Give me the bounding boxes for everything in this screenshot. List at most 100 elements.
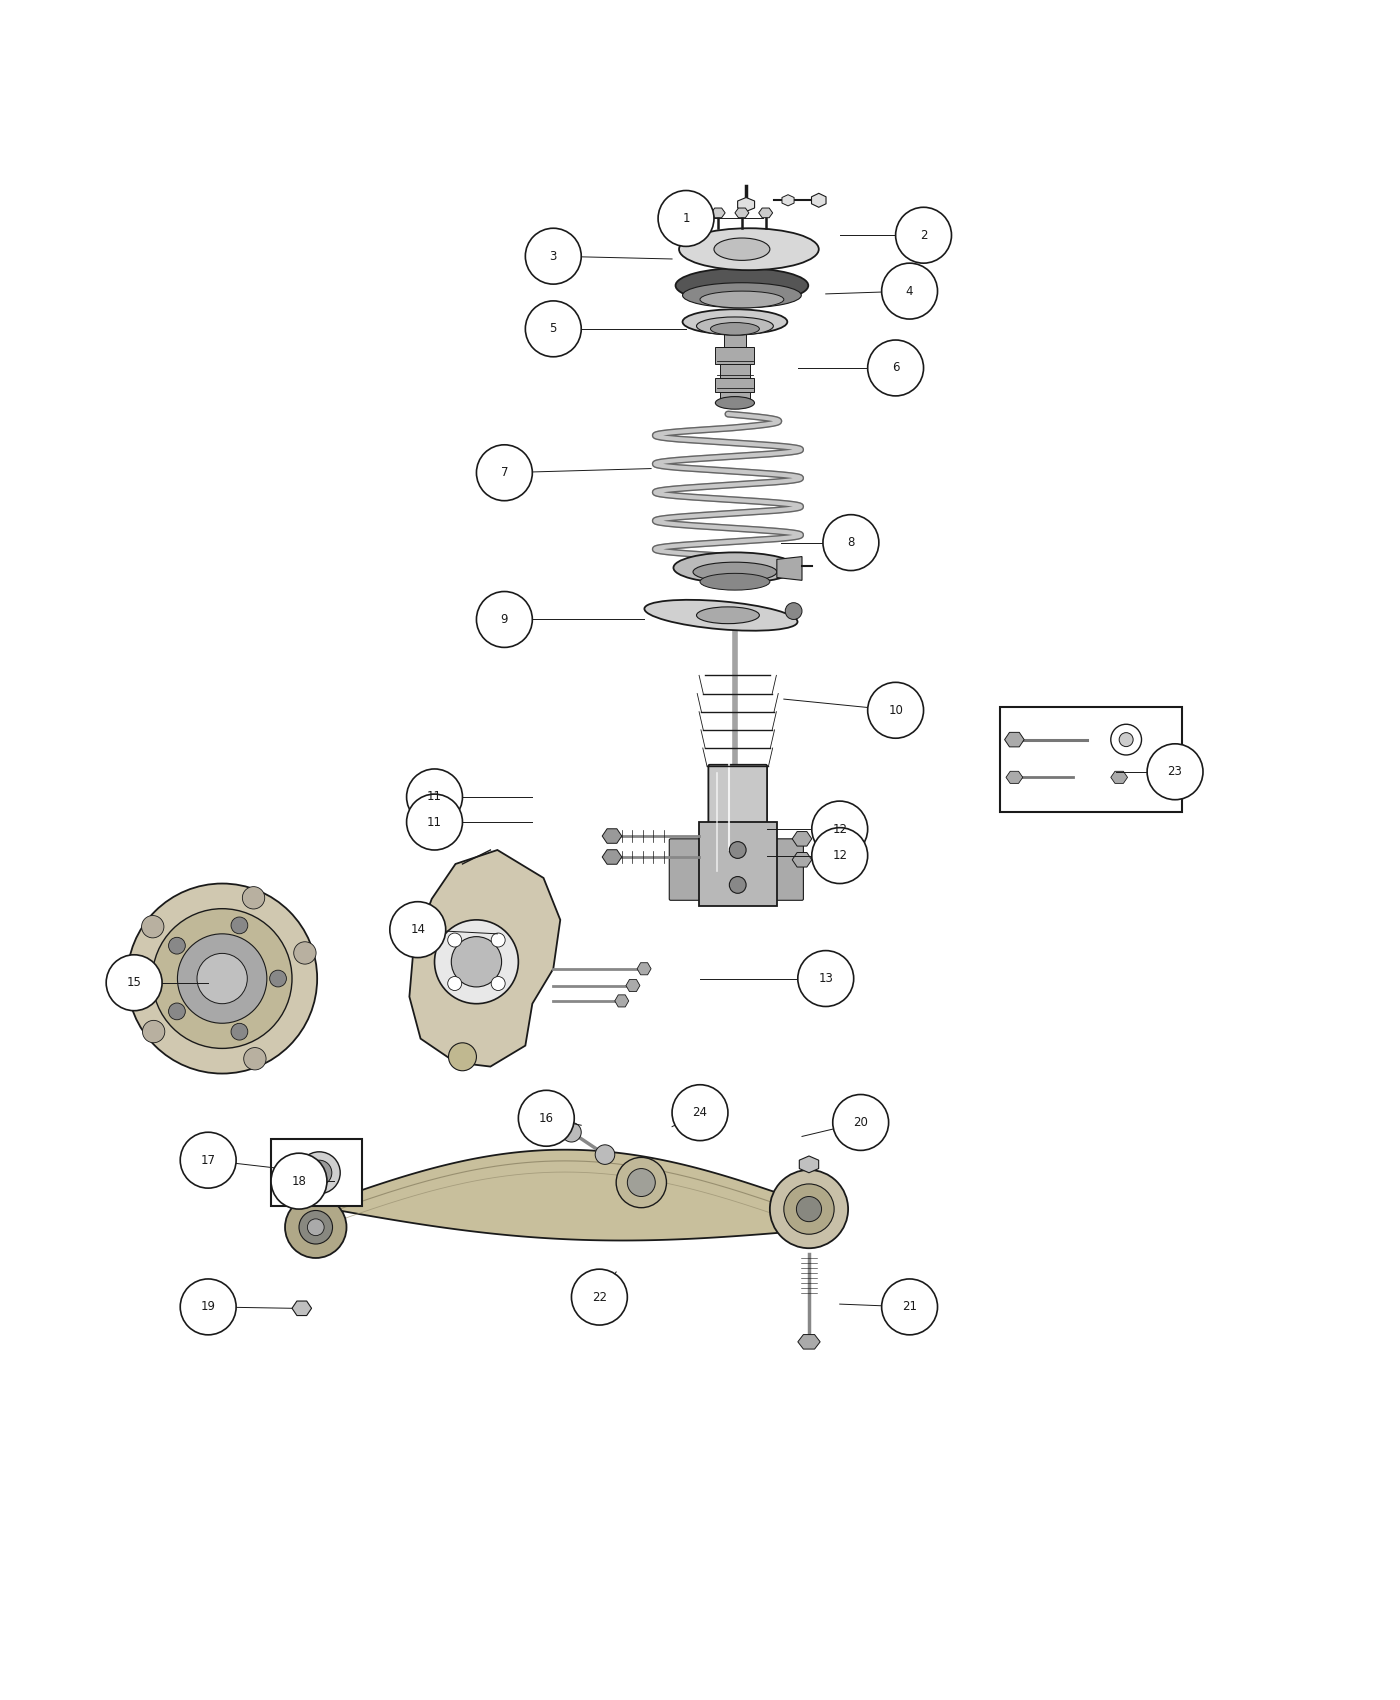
Circle shape: [784, 1183, 834, 1234]
Polygon shape: [812, 194, 826, 207]
Circle shape: [272, 1153, 328, 1209]
Ellipse shape: [683, 309, 787, 335]
Circle shape: [314, 1168, 325, 1178]
Circle shape: [153, 910, 293, 1049]
Circle shape: [127, 884, 318, 1074]
FancyBboxPatch shape: [708, 765, 767, 879]
FancyBboxPatch shape: [1001, 707, 1182, 813]
Circle shape: [286, 1197, 347, 1258]
Circle shape: [168, 1003, 185, 1020]
Circle shape: [491, 933, 505, 947]
Polygon shape: [615, 994, 629, 1006]
Ellipse shape: [697, 607, 759, 624]
Circle shape: [270, 971, 287, 988]
Circle shape: [882, 1278, 938, 1335]
Polygon shape: [738, 197, 755, 211]
Circle shape: [798, 950, 854, 1006]
Ellipse shape: [683, 282, 801, 308]
Text: 12: 12: [832, 823, 847, 835]
Circle shape: [1110, 724, 1141, 755]
Text: 23: 23: [1168, 765, 1183, 779]
Text: 3: 3: [550, 250, 557, 264]
Text: 14: 14: [410, 923, 426, 937]
Circle shape: [308, 1219, 325, 1236]
Polygon shape: [792, 852, 812, 867]
Circle shape: [298, 1153, 340, 1193]
Polygon shape: [783, 196, 794, 206]
Ellipse shape: [714, 238, 770, 260]
Circle shape: [406, 794, 462, 850]
Polygon shape: [637, 962, 651, 974]
Text: 20: 20: [853, 1115, 868, 1129]
Polygon shape: [1110, 772, 1127, 784]
Circle shape: [868, 340, 924, 396]
FancyBboxPatch shape: [699, 823, 777, 906]
Circle shape: [168, 937, 185, 954]
Circle shape: [197, 954, 248, 1003]
Text: 19: 19: [200, 1300, 216, 1314]
Text: 15: 15: [126, 976, 141, 989]
Ellipse shape: [693, 563, 777, 581]
FancyBboxPatch shape: [776, 838, 804, 901]
Circle shape: [616, 1158, 666, 1207]
Ellipse shape: [700, 573, 770, 590]
Circle shape: [571, 1270, 627, 1324]
Circle shape: [231, 916, 248, 933]
Circle shape: [181, 1278, 237, 1335]
Ellipse shape: [679, 228, 819, 270]
Text: 17: 17: [200, 1154, 216, 1166]
Text: 11: 11: [427, 816, 442, 828]
Circle shape: [525, 301, 581, 357]
Ellipse shape: [697, 316, 773, 335]
Polygon shape: [792, 831, 812, 847]
Circle shape: [389, 901, 445, 957]
Ellipse shape: [700, 291, 784, 308]
Circle shape: [406, 768, 462, 824]
Ellipse shape: [676, 269, 808, 303]
Circle shape: [525, 228, 581, 284]
FancyBboxPatch shape: [669, 838, 700, 901]
Text: 16: 16: [539, 1112, 554, 1125]
Circle shape: [595, 1144, 615, 1165]
Circle shape: [448, 1042, 476, 1071]
Circle shape: [476, 445, 532, 502]
Text: 6: 6: [892, 362, 899, 374]
Circle shape: [770, 1170, 848, 1248]
Text: 13: 13: [819, 972, 833, 984]
Text: 10: 10: [888, 704, 903, 717]
Circle shape: [307, 1159, 332, 1185]
Circle shape: [178, 933, 267, 1023]
Ellipse shape: [710, 323, 759, 335]
Circle shape: [476, 592, 532, 648]
Text: 4: 4: [906, 284, 913, 298]
Text: 12: 12: [832, 848, 847, 862]
Polygon shape: [777, 556, 802, 580]
Text: 7: 7: [501, 466, 508, 479]
Circle shape: [797, 1197, 822, 1222]
Circle shape: [434, 920, 518, 1003]
Circle shape: [1147, 745, 1203, 799]
Circle shape: [448, 976, 462, 991]
Polygon shape: [409, 850, 560, 1066]
Text: 2: 2: [920, 230, 927, 241]
Circle shape: [823, 515, 879, 571]
Polygon shape: [759, 207, 773, 218]
Text: 18: 18: [291, 1175, 307, 1188]
Circle shape: [1119, 733, 1133, 746]
Circle shape: [561, 1122, 581, 1142]
Circle shape: [451, 937, 501, 988]
Text: 9: 9: [501, 614, 508, 626]
Polygon shape: [1007, 772, 1023, 784]
Ellipse shape: [644, 600, 798, 631]
Circle shape: [244, 1047, 266, 1069]
Text: 24: 24: [693, 1107, 707, 1119]
Circle shape: [627, 1168, 655, 1197]
Ellipse shape: [673, 552, 797, 583]
FancyBboxPatch shape: [724, 326, 746, 347]
Polygon shape: [602, 850, 622, 864]
Polygon shape: [799, 1156, 819, 1173]
Text: 22: 22: [592, 1290, 608, 1304]
Polygon shape: [735, 207, 749, 218]
Text: 5: 5: [550, 323, 557, 335]
Polygon shape: [1005, 733, 1025, 746]
